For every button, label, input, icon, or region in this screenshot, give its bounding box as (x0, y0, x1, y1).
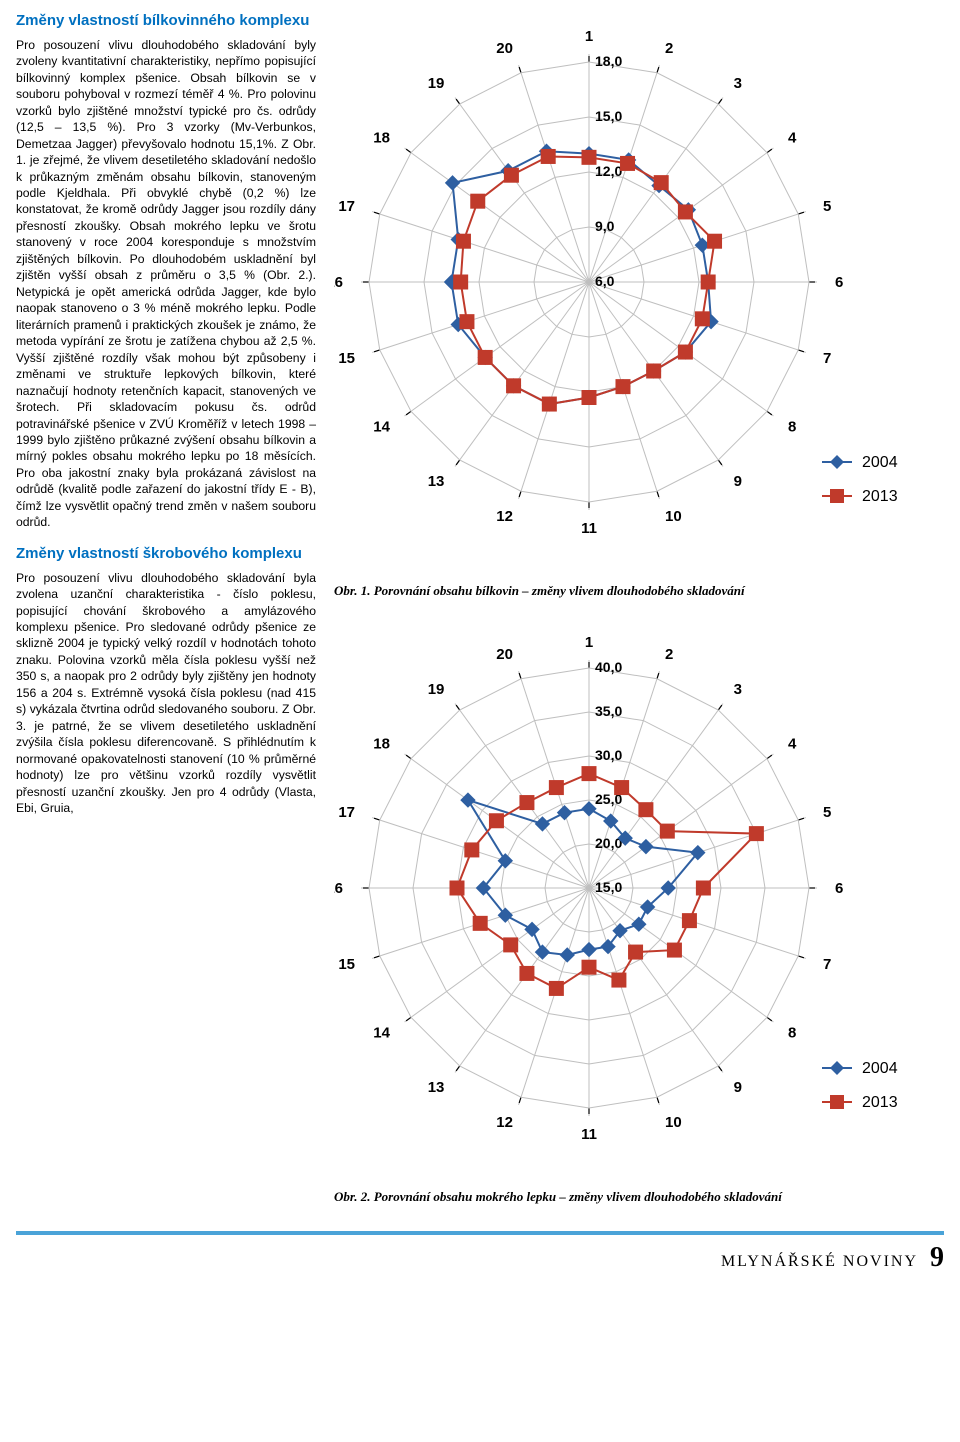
page-footer: MLYNÁŘSKÉ NOVINY 9 (16, 1231, 944, 1277)
svg-text:15,0: 15,0 (595, 108, 622, 124)
svg-text:9,0: 9,0 (595, 218, 615, 234)
svg-text:12,0: 12,0 (595, 163, 622, 179)
chart2-radar: 15,020,025,030,035,040,01234567891011121… (334, 618, 934, 1178)
svg-text:1: 1 (585, 634, 593, 651)
svg-text:9: 9 (734, 473, 742, 490)
svg-text:11: 11 (581, 520, 597, 537)
footer-page-number: 9 (930, 1239, 944, 1277)
svg-text:2: 2 (665, 646, 673, 663)
footer-rule (16, 1231, 944, 1235)
svg-text:40,0: 40,0 (595, 659, 622, 675)
svg-text:15: 15 (338, 956, 355, 973)
svg-text:18,0: 18,0 (595, 53, 622, 69)
svg-text:10: 10 (665, 508, 682, 525)
chart1-container: 6,09,012,015,018,01234567891011121314151… (334, 12, 944, 572)
svg-text:2004: 2004 (862, 454, 898, 471)
chart1-radar: 6,09,012,015,018,01234567891011121314151… (334, 12, 934, 572)
svg-text:18: 18 (373, 735, 390, 752)
svg-text:4: 4 (788, 129, 797, 146)
svg-text:19: 19 (428, 75, 445, 92)
svg-text:17: 17 (338, 198, 355, 215)
svg-text:12: 12 (496, 1114, 513, 1131)
svg-text:13: 13 (428, 473, 445, 490)
svg-text:6,0: 6,0 (595, 273, 615, 289)
svg-text:1: 1 (585, 28, 593, 45)
svg-text:4: 4 (788, 735, 797, 752)
left-text-column: Změny vlastností bílkovinného komplexu P… (16, 12, 316, 1217)
svg-text:2013: 2013 (862, 1094, 898, 1111)
svg-text:7: 7 (823, 350, 831, 367)
svg-text:20: 20 (496, 40, 513, 57)
svg-text:15,0: 15,0 (595, 879, 622, 895)
svg-text:16: 16 (334, 880, 343, 897)
svg-text:30,0: 30,0 (595, 747, 622, 763)
svg-text:12: 12 (496, 508, 513, 525)
svg-text:8: 8 (788, 419, 796, 436)
svg-text:15: 15 (338, 350, 355, 367)
footer-publication-title: MLYNÁŘSKÉ NOVINY (721, 1251, 918, 1273)
right-chart-column: 6,09,012,015,018,01234567891011121314151… (334, 12, 944, 1217)
svg-text:7: 7 (823, 956, 831, 973)
svg-text:20: 20 (496, 646, 513, 663)
section1-title: Změny vlastností bílkovinného komplexu (16, 12, 316, 31)
svg-text:5: 5 (823, 198, 831, 215)
svg-text:3: 3 (734, 75, 742, 92)
section2-paragraph: Pro posouzení vlivu dlouhodobého skladov… (16, 570, 316, 817)
svg-text:5: 5 (823, 804, 831, 821)
section1-paragraph: Pro posouzení vlivu dlouhodobého skladov… (16, 37, 316, 531)
svg-text:8: 8 (788, 1024, 796, 1041)
svg-text:13: 13 (428, 1079, 445, 1096)
svg-text:6: 6 (835, 880, 843, 897)
svg-text:19: 19 (428, 681, 445, 698)
svg-text:9: 9 (734, 1079, 742, 1096)
svg-text:2013: 2013 (862, 488, 898, 505)
svg-text:35,0: 35,0 (595, 703, 622, 719)
svg-text:2: 2 (665, 40, 673, 57)
svg-text:16: 16 (334, 274, 343, 291)
section2-title: Změny vlastností škrobového komplexu (16, 545, 316, 564)
chart2-caption: Obr. 2. Porovnání obsahu mokrého lepku –… (334, 1188, 944, 1206)
svg-text:14: 14 (373, 1024, 390, 1041)
svg-text:3: 3 (734, 681, 742, 698)
svg-text:18: 18 (373, 129, 390, 146)
svg-text:17: 17 (338, 804, 355, 821)
svg-text:6: 6 (835, 274, 843, 291)
svg-text:10: 10 (665, 1114, 682, 1131)
chart1-caption: Obr. 1. Porovnání obsahu bílkovin – změn… (334, 582, 944, 600)
chart2-container: 15,020,025,030,035,040,01234567891011121… (334, 618, 944, 1178)
svg-text:14: 14 (373, 419, 390, 436)
svg-text:2004: 2004 (862, 1060, 898, 1077)
svg-text:11: 11 (581, 1126, 597, 1143)
